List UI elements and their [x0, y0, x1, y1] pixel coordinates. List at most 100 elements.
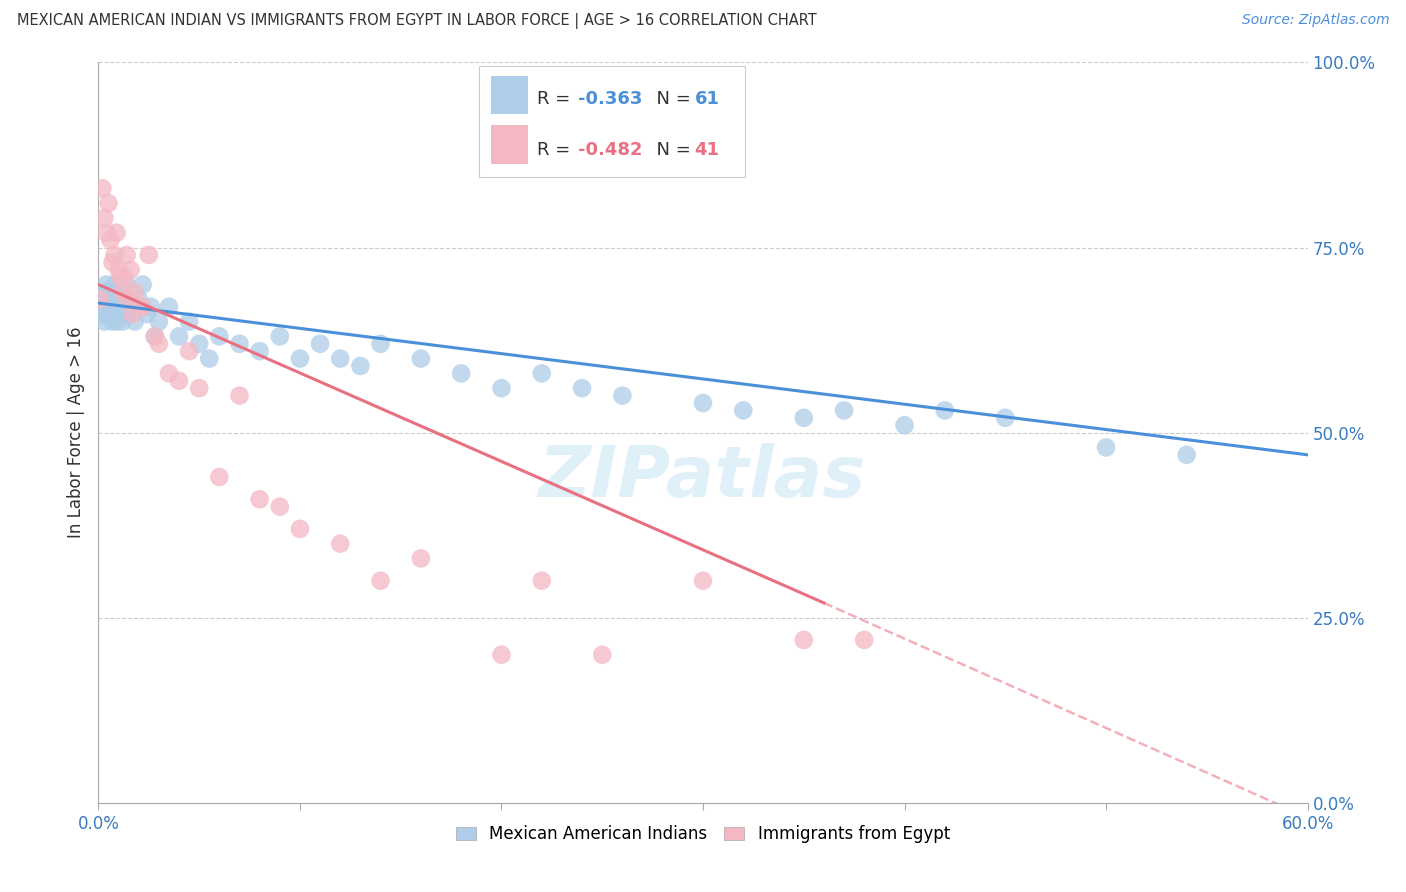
Point: [97, 293, 120, 307]
Point: [139, 300, 162, 314]
Point: [692, 574, 714, 588]
Point: [124, 285, 146, 299]
Point: [228, 388, 250, 402]
Point: [198, 351, 221, 366]
Point: [692, 396, 714, 410]
Point: [114, 293, 136, 307]
Point: [132, 277, 155, 292]
Point: [121, 307, 143, 321]
Point: [138, 248, 160, 262]
Point: [370, 336, 392, 351]
Point: [120, 300, 142, 314]
Point: [115, 277, 138, 292]
Point: [135, 307, 157, 321]
Point: [132, 300, 155, 314]
Point: [103, 277, 125, 292]
Text: -0.363: -0.363: [578, 90, 643, 109]
Point: [208, 329, 231, 343]
Point: [105, 226, 128, 240]
Point: [349, 359, 371, 373]
Point: [1175, 448, 1198, 462]
Point: [114, 270, 136, 285]
Point: [128, 293, 150, 307]
Point: [91, 307, 114, 321]
Point: [994, 410, 1017, 425]
Text: MEXICAN AMERICAN INDIAN VS IMMIGRANTS FROM EGYPT IN LABOR FORCE | AGE > 16 CORRE: MEXICAN AMERICAN INDIAN VS IMMIGRANTS FR…: [17, 13, 817, 29]
Point: [530, 367, 553, 381]
Y-axis label: In Labor Force | Age > 16: In Labor Force | Age > 16: [66, 326, 84, 539]
Point: [228, 336, 250, 351]
Point: [188, 381, 211, 395]
Point: [91, 181, 114, 195]
FancyBboxPatch shape: [479, 66, 745, 178]
Point: [107, 293, 129, 307]
Point: [89, 300, 111, 314]
Point: [100, 300, 122, 314]
Point: [118, 293, 141, 307]
Point: [100, 233, 122, 247]
Point: [409, 551, 432, 566]
Point: [893, 418, 915, 433]
Point: [370, 574, 392, 588]
Point: [115, 248, 138, 262]
Point: [143, 329, 166, 343]
Point: [179, 314, 201, 328]
Point: [97, 196, 120, 211]
Point: [91, 293, 114, 307]
Text: N =: N =: [645, 141, 696, 159]
Point: [167, 374, 190, 388]
Point: [188, 336, 211, 351]
Point: [101, 255, 124, 269]
Legend: Mexican American Indians, Immigrants from Egypt: Mexican American Indians, Immigrants fro…: [450, 819, 956, 850]
Text: R =: R =: [537, 90, 576, 109]
Point: [128, 300, 150, 314]
Point: [96, 277, 118, 292]
Point: [93, 211, 115, 225]
Text: 41: 41: [695, 141, 720, 159]
Point: [793, 632, 815, 647]
Point: [105, 314, 128, 328]
Point: [96, 300, 118, 314]
Point: [409, 351, 432, 366]
Point: [530, 574, 553, 588]
Point: [733, 403, 755, 417]
Point: [491, 381, 513, 395]
Point: [120, 262, 142, 277]
Point: [591, 648, 613, 662]
Point: [491, 648, 513, 662]
Point: [105, 300, 128, 314]
Point: [110, 270, 132, 285]
Text: N =: N =: [645, 90, 696, 109]
Point: [97, 307, 120, 321]
Point: [101, 314, 124, 328]
Text: R =: R =: [537, 141, 576, 159]
Point: [832, 403, 855, 417]
Point: [111, 285, 134, 299]
Point: [329, 351, 352, 366]
Point: [249, 344, 271, 359]
Point: [100, 285, 122, 299]
Text: 61: 61: [695, 90, 720, 109]
Text: Source: ZipAtlas.com: Source: ZipAtlas.com: [1241, 13, 1389, 28]
Point: [208, 470, 231, 484]
Point: [793, 410, 815, 425]
Point: [143, 329, 166, 343]
Point: [612, 388, 634, 402]
Text: ZIPatlas: ZIPatlas: [540, 442, 866, 511]
Text: -0.482: -0.482: [578, 141, 643, 159]
Point: [269, 500, 291, 514]
Point: [124, 314, 146, 328]
Point: [1095, 441, 1118, 455]
Point: [157, 300, 180, 314]
Point: [269, 329, 291, 343]
Point: [148, 314, 170, 328]
Point: [249, 492, 271, 507]
Point: [89, 293, 111, 307]
Point: [309, 336, 332, 351]
Point: [157, 367, 180, 381]
Point: [111, 314, 134, 328]
Point: [450, 367, 472, 381]
Point: [167, 329, 190, 343]
Point: [110, 300, 132, 314]
Point: [103, 248, 125, 262]
